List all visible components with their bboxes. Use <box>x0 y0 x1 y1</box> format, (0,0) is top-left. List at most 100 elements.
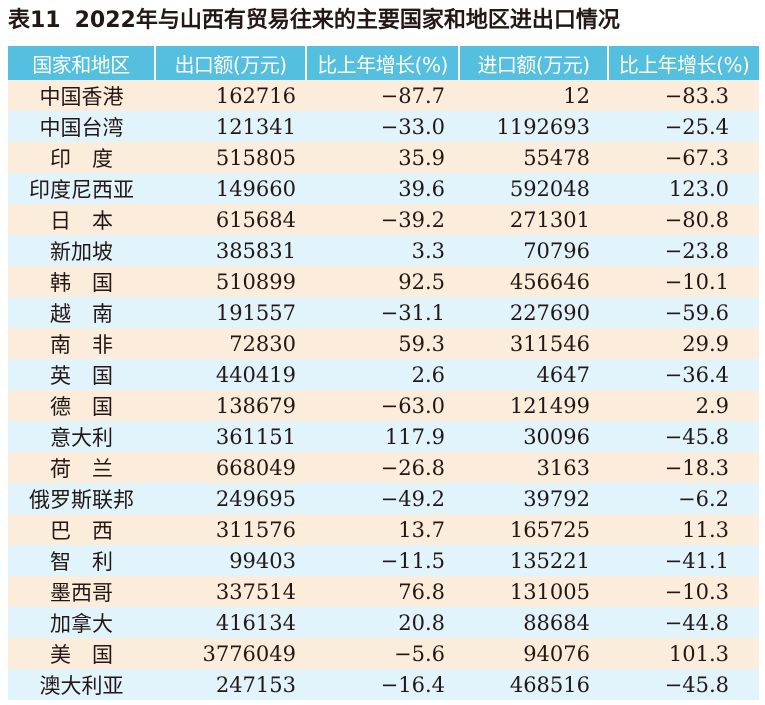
table-row: 巴 西 311576 13.7 165725 11.3 <box>8 514 759 545</box>
import-growth-cell: −41.1 <box>608 545 759 576</box>
table-row: 新加坡 385831 3.3 70796 −23.8 <box>8 235 759 266</box>
export-value-cell: 440419 <box>155 359 306 390</box>
table-row: 印度尼西亚 149660 39.6 592048 123.0 <box>8 173 759 204</box>
import-value-cell: 227690 <box>459 297 608 328</box>
export-value-cell: 615684 <box>155 204 306 235</box>
import-growth-cell: −18.3 <box>608 452 759 483</box>
region-name-cell: 中国香港 <box>8 80 155 111</box>
export-growth-cell: 20.8 <box>306 607 459 638</box>
export-value-cell: 149660 <box>155 173 306 204</box>
export-growth-cell: 92.5 <box>306 266 459 297</box>
import-growth-cell: −83.3 <box>608 80 759 111</box>
region-name-cell: 越 南 <box>8 297 155 328</box>
export-value-cell: 416134 <box>155 607 306 638</box>
table-row: 中国台湾 121341 −33.0 1192693 −25.4 <box>8 111 759 142</box>
export-growth-cell: 13.7 <box>306 514 459 545</box>
export-growth-cell: −33.0 <box>306 111 459 142</box>
region-name-cell: 日 本 <box>8 204 155 235</box>
table-row: 加拿大 416134 20.8 88684 −44.8 <box>8 607 759 638</box>
import-value-cell: 30096 <box>459 421 608 452</box>
import-value-cell: 456646 <box>459 266 608 297</box>
import-value-cell: 3163 <box>459 452 608 483</box>
table-row: 中国香港 162716 −87.7 12 −83.3 <box>8 80 759 111</box>
region-name-cell: 美 国 <box>8 638 155 669</box>
import-growth-cell: −6.2 <box>608 483 759 514</box>
export-value-cell: 337514 <box>155 576 306 607</box>
table-row: 美 国 3776049 −5.6 94076 101.3 <box>8 638 759 669</box>
import-value-cell: 135221 <box>459 545 608 576</box>
import-value-cell: 4647 <box>459 359 608 390</box>
import-growth-cell: −25.4 <box>608 111 759 142</box>
table-row: 智 利 99403 −11.5 135221 −41.1 <box>8 545 759 576</box>
export-value-cell: 361151 <box>155 421 306 452</box>
table-row: 日 本 615684 −39.2 271301 −80.8 <box>8 204 759 235</box>
import-growth-cell: −10.1 <box>608 266 759 297</box>
import-growth-cell: −45.8 <box>608 421 759 452</box>
export-growth-cell: −26.8 <box>306 452 459 483</box>
region-name-cell: 俄罗斯联邦 <box>8 483 155 514</box>
import-value-cell: 165725 <box>459 514 608 545</box>
header-row: 国家和地区 出口额(万元) 比上年增长(%) 进口额(万元) 比上年增长(%) <box>8 46 759 80</box>
export-value-cell: 249695 <box>155 483 306 514</box>
trade-table: 国家和地区 出口额(万元) 比上年增长(%) 进口额(万元) 比上年增长(%) … <box>8 46 759 700</box>
table-row: 英 国 440419 2.6 4647 −36.4 <box>8 359 759 390</box>
export-growth-cell: −16.4 <box>306 669 459 700</box>
export-value-cell: 162716 <box>155 80 306 111</box>
export-growth-cell: −5.6 <box>306 638 459 669</box>
import-value-cell: 271301 <box>459 204 608 235</box>
export-value-cell: 138679 <box>155 390 306 421</box>
region-name-cell: 印度尼西亚 <box>8 173 155 204</box>
import-value-cell: 39792 <box>459 483 608 514</box>
region-name-cell: 韩 国 <box>8 266 155 297</box>
export-value-cell: 72830 <box>155 328 306 359</box>
import-growth-cell: −67.3 <box>608 142 759 173</box>
region-name-cell: 印 度 <box>8 142 155 173</box>
import-growth-cell: −44.8 <box>608 607 759 638</box>
header-region: 国家和地区 <box>8 46 156 80</box>
import-growth-cell: −36.4 <box>608 359 759 390</box>
table-row: 南 非 72830 59.3 311546 29.9 <box>8 328 759 359</box>
export-growth-cell: 39.6 <box>306 173 459 204</box>
export-growth-cell: −49.2 <box>306 483 459 514</box>
table-row: 澳大利亚 247153 −16.4 468516 −45.8 <box>8 669 759 700</box>
export-growth-cell: −63.0 <box>306 390 459 421</box>
table-row: 德 国 138679 −63.0 121499 2.9 <box>8 390 759 421</box>
import-value-cell: 88684 <box>459 607 608 638</box>
export-value-cell: 99403 <box>155 545 306 576</box>
region-name-cell: 墨西哥 <box>8 576 155 607</box>
import-growth-cell: −10.3 <box>608 576 759 607</box>
region-name-cell: 德 国 <box>8 390 155 421</box>
export-growth-cell: −11.5 <box>306 545 459 576</box>
import-growth-cell: 29.9 <box>608 328 759 359</box>
export-value-cell: 3776049 <box>155 638 306 669</box>
region-name-cell: 中国台湾 <box>8 111 155 142</box>
header-import-growth: 比上年增长(%) <box>608 46 759 80</box>
import-value-cell: 131005 <box>459 576 608 607</box>
table-row: 俄罗斯联邦 249695 −49.2 39792 −6.2 <box>8 483 759 514</box>
export-value-cell: 510899 <box>155 266 306 297</box>
export-growth-cell: −31.1 <box>306 297 459 328</box>
table-row: 韩 国 510899 92.5 456646 −10.1 <box>8 266 759 297</box>
region-name-cell: 荷 兰 <box>8 452 155 483</box>
import-value-cell: 55478 <box>459 142 608 173</box>
import-growth-cell: 101.3 <box>608 638 759 669</box>
region-name-cell: 澳大利亚 <box>8 669 155 700</box>
import-value-cell: 592048 <box>459 173 608 204</box>
table-title-text: 2022年与山西有贸易往来的主要国家和地区进出口情况 <box>74 8 620 33</box>
table-title: 表11 2022年与山西有贸易往来的主要国家和地区进出口情况 <box>0 0 765 42</box>
export-value-cell: 515805 <box>155 142 306 173</box>
import-value-cell: 121499 <box>459 390 608 421</box>
import-growth-cell: −45.8 <box>608 669 759 700</box>
region-name-cell: 意大利 <box>8 421 155 452</box>
header-export-growth: 比上年增长(%) <box>306 46 460 80</box>
region-name-cell: 新加坡 <box>8 235 155 266</box>
import-growth-cell: 2.9 <box>608 390 759 421</box>
export-growth-cell: 117.9 <box>306 421 459 452</box>
export-growth-cell: 2.6 <box>306 359 459 390</box>
import-value-cell: 12 <box>459 80 608 111</box>
region-name-cell: 智 利 <box>8 545 155 576</box>
export-value-cell: 311576 <box>155 514 306 545</box>
table-row: 意大利 361151 117.9 30096 −45.8 <box>8 421 759 452</box>
table-row: 印 度 515805 35.9 55478 −67.3 <box>8 142 759 173</box>
import-growth-cell: 11.3 <box>608 514 759 545</box>
